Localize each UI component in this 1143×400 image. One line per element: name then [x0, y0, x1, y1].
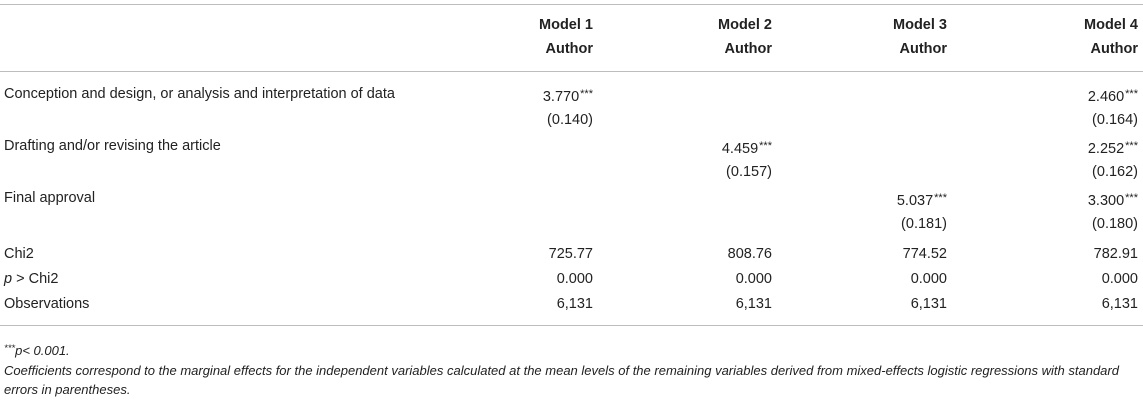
- stat-cell: 725.77: [548, 246, 593, 262]
- se-cell: (0.180): [1092, 216, 1138, 232]
- row-label: Conception and design, or analysis and i…: [4, 86, 395, 102]
- stat-cell: 0.000: [556, 271, 593, 287]
- stat-cell: 6,131: [1101, 296, 1138, 312]
- coef-cell: 3.300***: [1087, 192, 1138, 209]
- se-cell: (0.164): [1092, 112, 1138, 128]
- stat-cell: 808.76: [727, 246, 772, 262]
- stat-cell: 0.000: [910, 271, 947, 287]
- stat-cell: 6,131: [910, 296, 947, 312]
- coef-cell: 3.770***: [542, 88, 593, 105]
- stat-label-p-chi2: p > Chi2: [4, 271, 59, 287]
- model-3-header: Model 3: [893, 17, 947, 33]
- stat-label-chi2: Chi2: [4, 246, 34, 262]
- model-1-sublabel: Author: [545, 41, 593, 57]
- model-4-sublabel: Author: [1090, 41, 1138, 57]
- significance-note: ***p< 0.001.: [4, 343, 70, 358]
- coef-cell: 4.459***: [721, 140, 772, 157]
- coef-cell: 5.037***: [896, 192, 947, 209]
- model-3-sublabel: Author: [899, 41, 947, 57]
- model-4-header: Model 4: [1084, 17, 1138, 33]
- stat-cell: 0.000: [1101, 271, 1138, 287]
- se-cell: (0.140): [547, 112, 593, 128]
- bottom-rule: [0, 325, 1143, 326]
- stat-cell: 774.52: [902, 246, 947, 262]
- model-1-header: Model 1: [539, 17, 593, 33]
- stat-cell: 782.91: [1093, 246, 1138, 262]
- row-label: Final approval: [4, 190, 96, 206]
- table-footnote: Coefficients correspond to the marginal …: [4, 363, 1119, 397]
- stat-cell: 0.000: [735, 271, 772, 287]
- coef-cell: 2.252***: [1087, 140, 1138, 157]
- se-cell: (0.181): [901, 216, 947, 232]
- coef-cell: 2.460***: [1087, 88, 1138, 105]
- model-2-sublabel: Author: [724, 41, 772, 57]
- row-label: Drafting and/or revising the article: [4, 138, 221, 154]
- stat-label-observations: Observations: [4, 296, 90, 312]
- se-cell: (0.162): [1092, 164, 1138, 180]
- header-rule: [0, 71, 1143, 72]
- top-rule: [0, 4, 1143, 5]
- model-2-header: Model 2: [718, 17, 772, 33]
- stat-cell: 6,131: [556, 296, 593, 312]
- se-cell: (0.157): [726, 164, 772, 180]
- stat-cell: 6,131: [735, 296, 772, 312]
